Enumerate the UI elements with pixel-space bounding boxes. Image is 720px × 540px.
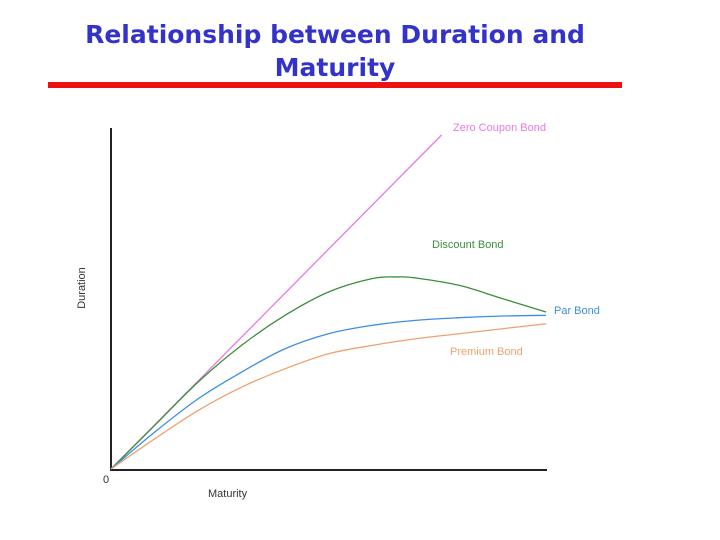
par-bond-label: Par Bond [554,305,600,317]
page-title: Relationship between Duration and Maturi… [85,20,585,82]
discount-bond-line [110,276,547,470]
y-axis-label: Duration [76,267,88,309]
axes: Duration Maturity 0 [76,128,547,500]
zero-coupon-series: Zero Coupon Bond [110,122,546,470]
title-block: Relationship between Duration and Maturi… [48,18,622,84]
discount-series: Discount Bond [110,239,547,470]
title-underline [48,82,622,88]
x-axis-label: Maturity [208,488,248,500]
premium-bond-line [110,323,547,470]
par-series: Par Bond [110,305,600,470]
zero-coupon-bond-label: Zero Coupon Bond [453,122,546,134]
discount-bond-label: Discount Bond [432,239,504,251]
origin-tick-label: 0 [103,474,109,486]
series-layer: Zero Coupon Bond Discount Bond Par Bond Pre… [110,122,600,470]
premium-bond-label: Premium Bond [450,346,523,358]
par-bond-line [110,314,547,470]
premium-series: Premium Bond [110,323,547,470]
